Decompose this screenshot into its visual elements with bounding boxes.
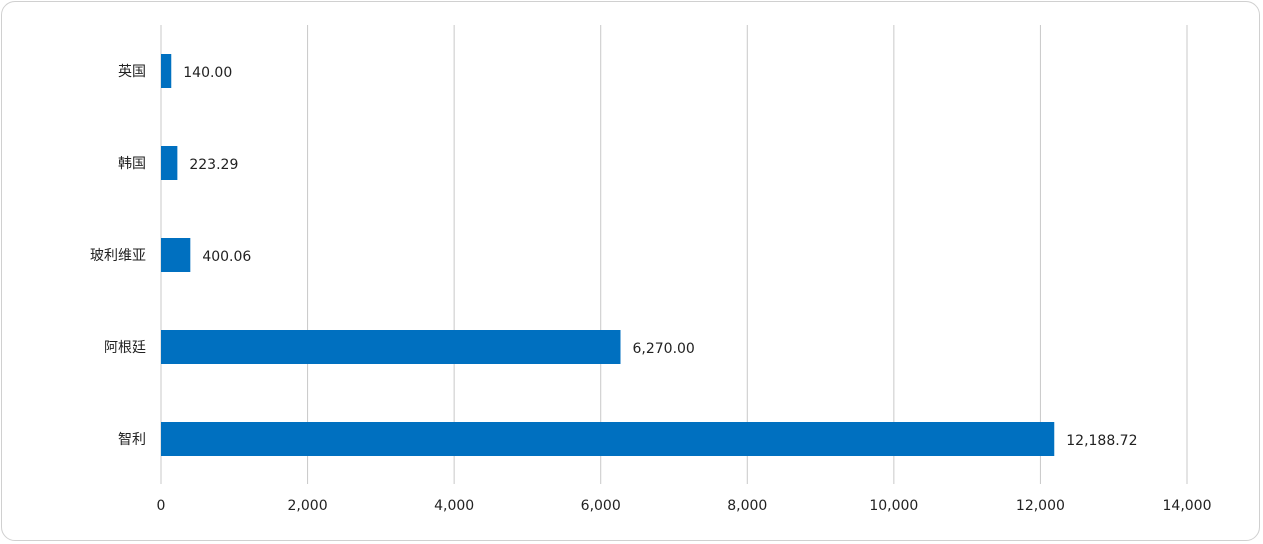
category-label: 玻利维亚: [90, 248, 146, 264]
bar: [161, 422, 1055, 456]
bar: [161, 238, 191, 272]
x-tick-label: 12,000: [1016, 498, 1065, 514]
category-label: 智利: [118, 432, 146, 448]
gridlines: [160, 25, 1188, 484]
data-label: 140.00: [183, 65, 232, 81]
x-tick-label: 10,000: [869, 498, 918, 514]
x-tick-label: 4,000: [434, 498, 474, 514]
category-label: 英国: [118, 63, 146, 80]
data-label: 223.29: [189, 157, 238, 173]
x-axis-tick-labels: 0 2,000 4,000 6,000 8,000 10,000 12,000 14,000: [157, 498, 1212, 514]
bar: [161, 146, 178, 180]
category-label: 韩国: [118, 156, 146, 172]
x-tick-label: 0: [157, 498, 166, 514]
data-label: 12,188.72: [1066, 433, 1137, 449]
data-label: 6,270.00: [633, 341, 695, 357]
x-tick-label: 14,000: [1163, 498, 1212, 514]
category-label: 阿根廷: [104, 340, 146, 356]
bars: [161, 54, 1055, 456]
bar: [161, 330, 621, 364]
x-tick-label: 6,000: [581, 498, 621, 514]
x-tick-label: 8,000: [727, 498, 767, 514]
bar: [161, 54, 172, 88]
data-labels: 140.00 223.29 400.06 6,270.00 12,188.72: [183, 65, 1137, 449]
data-label: 400.06: [202, 249, 251, 265]
x-tick-label: 2,000: [288, 498, 328, 514]
